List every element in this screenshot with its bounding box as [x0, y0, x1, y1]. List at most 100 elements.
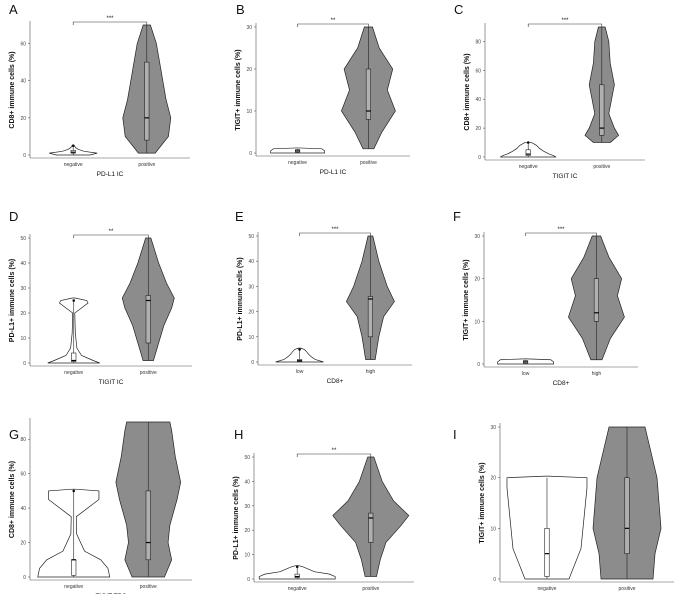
- x-tick-label: positive: [593, 164, 610, 170]
- y-tick-label: 50: [244, 455, 250, 461]
- panel-a: A 0 20 40 60 CD8+ immune cells (%) negative pos…: [9, 2, 190, 178]
- y-axis-label: CD8+ immune cells (%): [464, 53, 471, 130]
- significance-label: ***: [557, 227, 565, 233]
- panel-b: B 0 10 20 30 TIGIT+ immune cells (%) negative p…: [235, 2, 410, 176]
- y-tick-label: 0: [249, 151, 252, 157]
- box-negative: [294, 573, 300, 579]
- y-tick-label: 0: [23, 361, 26, 367]
- x-axis-label: PD-L1 IC: [320, 169, 347, 176]
- y-tick-label: 40: [248, 259, 254, 265]
- box-positive: [599, 84, 605, 136]
- x-tick-label: high: [592, 371, 602, 377]
- x-tick-label: high: [366, 369, 376, 375]
- box-negative: [544, 528, 550, 577]
- outlier-point: [526, 141, 530, 144]
- x-tick-label: positive: [619, 586, 636, 592]
- panel-letter: D: [9, 209, 18, 224]
- x-axis-label: TIGIT IC: [553, 173, 578, 180]
- y-tick-label: 40: [20, 79, 26, 85]
- significance-bracket: [297, 23, 369, 27]
- outlier-point: [295, 565, 299, 569]
- x-tick-label: positive: [140, 370, 157, 376]
- y-tick-label: 30: [244, 504, 250, 510]
- x-tick-label: low: [522, 371, 530, 377]
- y-tick-label: 20: [20, 541, 26, 547]
- y-tick-label: 10: [20, 336, 26, 342]
- panel-letter: B: [236, 2, 245, 17]
- y-tick-label: 20: [475, 126, 481, 132]
- y-tick-label: 40: [20, 506, 26, 512]
- x-axis-label: CD8+: [327, 378, 344, 385]
- significance-label: **: [331, 18, 336, 24]
- box-positive: [368, 512, 374, 543]
- panel-f: F 0 10 20 30 TIGIT+ immune cells (%) low high CD…: [453, 209, 638, 387]
- y-axis-label: PD-L1+ immune cells (%): [237, 257, 244, 340]
- y-tick-label: 60: [20, 472, 26, 478]
- box-positive: [145, 490, 151, 561]
- panel-i: I 0 10 20 30 TIGIT+ immune cells (%) negative p…: [453, 423, 674, 592]
- x-tick-label: low: [296, 369, 304, 375]
- panel-letter: A: [9, 2, 18, 17]
- box-negative: [71, 559, 77, 576]
- panel-letter: I: [453, 427, 457, 442]
- y-tick-label: 30: [248, 284, 254, 290]
- y-tick-label: 0: [477, 362, 480, 368]
- x-tick-label: negative: [519, 164, 538, 170]
- panel-letter: H: [234, 427, 243, 442]
- y-tick-label: 20: [20, 311, 26, 317]
- y-tick-label: 10: [244, 553, 250, 559]
- panel-letter: E: [235, 209, 244, 224]
- y-tick-label: 0: [478, 155, 481, 161]
- panel-h: H 0 10 20 30 40 50 PD-L1+ immune cells (%) negat…: [233, 427, 414, 592]
- panel-g: G 0 20 40 60 80 CD8+ immune cells (%) negative p…: [9, 418, 192, 594]
- significance-bracket: [296, 453, 372, 457]
- y-tick-label: 0: [23, 575, 26, 581]
- significance-label: ***: [331, 227, 339, 233]
- y-axis-label: PD-L1+ immune cells (%): [233, 476, 240, 559]
- y-axis-label: PD-L1+ immune cells (%): [9, 259, 16, 342]
- x-axis-label: CD8+: [553, 380, 570, 387]
- x-axis-label: PD-L1 IC: [97, 171, 124, 178]
- y-tick-label: 40: [475, 97, 481, 103]
- y-tick-label: 30: [490, 425, 496, 431]
- panel-c: C 0 20 40 60 80 CD8+ immune cells (%) negative p…: [454, 2, 645, 180]
- y-tick-label: 20: [244, 528, 250, 534]
- panel-letter: C: [454, 2, 463, 17]
- box-positive: [144, 61, 150, 141]
- y-tick-label: 50: [20, 236, 26, 242]
- significance-bracket: [525, 232, 597, 236]
- y-tick-label: 30: [20, 286, 26, 292]
- box-negative: [71, 352, 77, 363]
- outlier-point: [71, 144, 75, 148]
- panel-d: D 0 10 20 30 40 50 PD-L1+ immune cells (%) negat…: [9, 209, 192, 386]
- x-axis-label: TIGIT IC: [99, 379, 124, 386]
- y-tick-label: 80: [20, 437, 26, 443]
- y-tick-label: 0: [493, 577, 496, 583]
- y-axis-label: TIGIT+ immune cells (%): [235, 49, 242, 130]
- y-tick-label: 0: [251, 360, 254, 366]
- y-tick-label: 20: [20, 116, 26, 122]
- significance-bracket: [73, 234, 149, 238]
- x-tick-label: negative: [538, 586, 557, 592]
- y-tick-label: 30: [246, 25, 252, 31]
- box-high: [593, 278, 599, 322]
- y-tick-label: 10: [246, 109, 252, 115]
- x-tick-label: negative: [288, 160, 307, 166]
- x-tick-label: positive: [140, 584, 157, 590]
- box-negative: [525, 149, 531, 156]
- y-tick-label: 40: [20, 261, 26, 267]
- significance-bracket: [527, 23, 603, 27]
- x-tick-label: positive: [362, 586, 379, 592]
- x-tick-label: negative: [64, 370, 83, 376]
- box-high: [367, 296, 373, 338]
- y-tick-label: 0: [247, 577, 250, 583]
- panel-letter: G: [9, 427, 19, 442]
- significance-label: ***: [561, 18, 569, 24]
- box-positive: [145, 295, 151, 344]
- significance-bracket: [299, 232, 371, 236]
- panel-letter: F: [453, 209, 461, 224]
- panel-e: E 0 10 20 30 40 50 PD-L1+ immune cells (%) low hi…: [235, 209, 412, 385]
- y-tick-label: 20: [474, 277, 480, 283]
- x-tick-label: positive: [360, 160, 377, 166]
